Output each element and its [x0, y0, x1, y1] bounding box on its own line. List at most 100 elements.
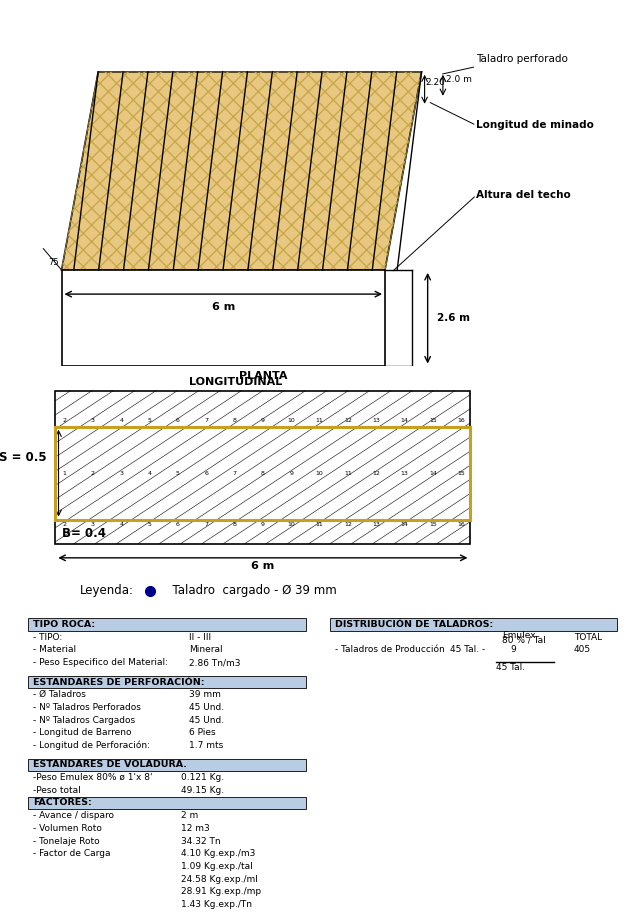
- Text: 9: 9: [261, 522, 265, 528]
- Text: TOTAL: TOTAL: [574, 634, 602, 642]
- Text: 10: 10: [287, 419, 295, 423]
- Text: PLANTA: PLANTA: [238, 372, 287, 381]
- Text: 12: 12: [372, 471, 380, 475]
- Text: 2.20: 2.20: [426, 78, 446, 87]
- Text: 7: 7: [233, 471, 237, 475]
- Text: 5: 5: [148, 522, 152, 528]
- Text: B= 0.4: B= 0.4: [62, 528, 106, 540]
- Text: 12: 12: [344, 522, 352, 528]
- Text: - Avance / disparo: - Avance / disparo: [33, 812, 114, 820]
- Text: 5: 5: [176, 471, 180, 475]
- Text: - Taladros de Producción: - Taladros de Producción: [335, 646, 445, 655]
- Text: 6 m: 6 m: [211, 302, 235, 312]
- Text: 10: 10: [287, 522, 295, 528]
- Text: 11: 11: [344, 471, 352, 475]
- Text: Emulex: Emulex: [502, 631, 536, 640]
- Text: - Material: - Material: [33, 646, 76, 655]
- Text: 45 Tal.: 45 Tal.: [496, 662, 525, 671]
- Text: - Nº Taladros Cargados: - Nº Taladros Cargados: [33, 715, 135, 725]
- Text: 2: 2: [91, 471, 95, 475]
- Text: 1.43 Kg.exp./Tn: 1.43 Kg.exp./Tn: [181, 900, 252, 909]
- Text: 34.32 Tn: 34.32 Tn: [181, 836, 220, 845]
- Text: Mineral: Mineral: [189, 646, 223, 655]
- Text: - Peso Especifico del Material:: - Peso Especifico del Material:: [33, 659, 168, 667]
- Text: 14: 14: [429, 471, 437, 475]
- Text: 15: 15: [457, 471, 465, 475]
- Text: 13: 13: [372, 522, 380, 528]
- Text: 2.0 m: 2.0 m: [446, 75, 472, 84]
- Text: 12 m3: 12 m3: [181, 823, 209, 833]
- Text: 2: 2: [63, 522, 67, 528]
- Bar: [55, 427, 470, 519]
- Text: - Volumen Roto: - Volumen Roto: [33, 823, 102, 833]
- Text: 4.10 Kg.exp./m3: 4.10 Kg.exp./m3: [181, 849, 255, 858]
- Text: 1.09 Kg.exp./tal: 1.09 Kg.exp./tal: [181, 862, 252, 871]
- Text: 10: 10: [316, 471, 323, 475]
- Text: 6: 6: [176, 522, 180, 528]
- Text: 4: 4: [120, 522, 123, 528]
- Text: ESTANDARES DE PERFORACIÓN:: ESTANDARES DE PERFORACIÓN:: [33, 678, 204, 686]
- Text: 39 mm: 39 mm: [189, 691, 221, 699]
- Text: - Nº Taladros Perforados: - Nº Taladros Perforados: [33, 703, 141, 712]
- Text: 4: 4: [148, 471, 152, 475]
- Bar: [55, 390, 470, 544]
- Text: DISTRIBUCIÓN DE TALADROS:: DISTRIBUCIÓN DE TALADROS:: [335, 620, 493, 629]
- Text: FACTORES:: FACTORES:: [33, 799, 92, 807]
- Text: - Ø Taladros: - Ø Taladros: [33, 691, 86, 699]
- Text: II - III: II - III: [189, 633, 211, 642]
- Text: 6: 6: [204, 471, 208, 475]
- Text: 16: 16: [457, 522, 465, 528]
- Text: - Longitud de Perforación:: - Longitud de Perforación:: [33, 741, 150, 750]
- Text: ESTANDARES DE VOLADURA.: ESTANDARES DE VOLADURA.: [33, 760, 187, 769]
- Text: Taladro  cargado - Ø 39 mm: Taladro cargado - Ø 39 mm: [165, 584, 337, 597]
- Text: 7: 7: [204, 522, 208, 528]
- Text: 3: 3: [91, 522, 95, 528]
- Text: 12: 12: [344, 419, 352, 423]
- Text: 75: 75: [48, 258, 58, 267]
- Text: 5: 5: [148, 419, 152, 423]
- Text: 13: 13: [372, 419, 380, 423]
- Text: 2 m: 2 m: [181, 812, 198, 820]
- Text: 3: 3: [91, 419, 95, 423]
- Bar: [28, 618, 306, 631]
- Text: 16: 16: [457, 419, 465, 423]
- Text: Leyenda:: Leyenda:: [80, 584, 134, 597]
- Text: 4: 4: [120, 419, 123, 423]
- Text: 9: 9: [511, 646, 516, 655]
- Bar: [28, 797, 306, 810]
- Text: 80 % / Tal: 80 % / Tal: [502, 636, 546, 645]
- Text: 45 Und.: 45 Und.: [189, 715, 224, 725]
- Text: LONGITUDINAL: LONGITUDINAL: [189, 377, 282, 387]
- Bar: [28, 758, 306, 771]
- Text: 0.121 Kg.: 0.121 Kg.: [181, 773, 224, 782]
- Text: 15: 15: [429, 522, 437, 528]
- Text: -Peso total: -Peso total: [33, 786, 81, 795]
- Text: 8: 8: [233, 419, 237, 423]
- Text: 6 m: 6 m: [252, 561, 274, 571]
- Text: 15: 15: [429, 419, 437, 423]
- Text: 24.58 Kg.exp./ml: 24.58 Kg.exp./ml: [181, 875, 258, 884]
- Text: 14: 14: [401, 419, 408, 423]
- Bar: [62, 270, 385, 366]
- Text: 6 Pies: 6 Pies: [189, 728, 216, 737]
- Polygon shape: [62, 71, 421, 270]
- Text: - Tonelaje Roto: - Tonelaje Roto: [33, 836, 99, 845]
- Bar: [330, 618, 617, 631]
- Text: Taladro perforado: Taladro perforado: [477, 54, 569, 64]
- Text: - Longitud de Barreno: - Longitud de Barreno: [33, 728, 131, 737]
- Text: TIPO ROCA:: TIPO ROCA:: [33, 620, 95, 629]
- Text: 7: 7: [204, 419, 208, 423]
- Text: 2.86 Tn/m3: 2.86 Tn/m3: [189, 659, 240, 667]
- Text: Altura del techo: Altura del techo: [477, 190, 571, 200]
- Text: 8: 8: [261, 471, 265, 475]
- Text: 1.7 mts: 1.7 mts: [189, 741, 223, 750]
- Text: S = 0.5: S = 0.5: [0, 451, 47, 463]
- Text: 9: 9: [261, 419, 265, 423]
- Text: 11: 11: [316, 419, 323, 423]
- Text: -Peso Emulex 80% ø 1'x 8': -Peso Emulex 80% ø 1'x 8': [33, 773, 152, 782]
- Text: 45 Und.: 45 Und.: [189, 703, 224, 712]
- Text: 14: 14: [401, 522, 408, 528]
- Text: 405: 405: [574, 646, 591, 655]
- Text: 13: 13: [401, 471, 408, 475]
- Text: 28.91 Kg.exp./mp: 28.91 Kg.exp./mp: [181, 888, 261, 897]
